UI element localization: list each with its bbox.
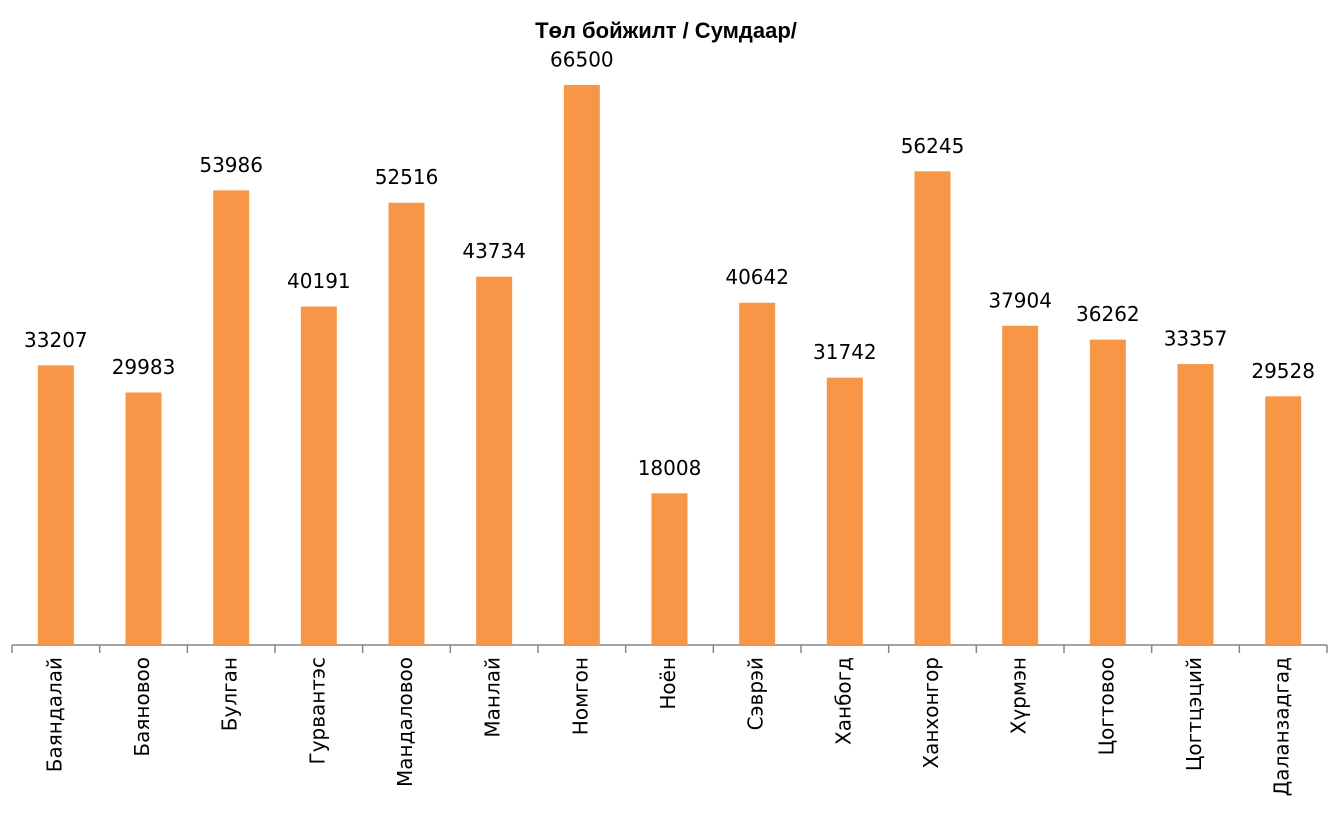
x-tick-label: Гурвантэс — [305, 657, 329, 764]
bar — [300, 306, 337, 645]
bar — [563, 84, 600, 646]
bar — [651, 493, 688, 645]
x-tick-label: Сэврэй — [744, 657, 768, 730]
bar — [1002, 325, 1039, 645]
data-label: 33207 — [24, 328, 88, 352]
data-label: 29983 — [112, 355, 176, 379]
data-label: 37904 — [988, 288, 1052, 312]
data-label: 40642 — [725, 265, 789, 289]
bar — [125, 392, 162, 645]
data-label: 36262 — [1076, 302, 1140, 326]
data-label: 29528 — [1251, 359, 1315, 383]
x-tick-label: Мандаловоо — [393, 657, 417, 787]
bar — [37, 365, 74, 645]
data-label: 31742 — [813, 340, 877, 364]
bar — [1265, 396, 1302, 645]
data-label: 18008 — [638, 456, 702, 480]
x-tick-label: Ноён — [656, 657, 680, 710]
bar — [476, 276, 513, 645]
bar — [388, 202, 425, 646]
data-label: 43734 — [462, 239, 526, 263]
data-label: 53986 — [199, 153, 263, 177]
data-label: 66500 — [550, 47, 614, 71]
x-tick-label: Цогтцэций — [1182, 657, 1206, 771]
bar — [1177, 364, 1214, 645]
bar — [1089, 339, 1126, 645]
x-tick-label: Ханхонгор — [919, 657, 943, 769]
x-tick-label: Номгон — [568, 657, 592, 735]
x-tick-label: Манлай — [481, 657, 505, 738]
chart-title: Төл бойжилт / Сумдаар/ — [535, 18, 797, 43]
x-tick-label: Баяновоо — [130, 657, 154, 757]
bar — [213, 190, 250, 645]
data-label: 33357 — [1164, 327, 1228, 351]
data-label: 52516 — [375, 165, 439, 189]
bar — [826, 377, 863, 645]
x-tick-label: Даланзадгад — [1270, 657, 1294, 796]
data-label: 56245 — [901, 134, 965, 158]
data-label: 40191 — [287, 269, 351, 293]
bar — [739, 302, 776, 645]
x-tick-label: Хүрмэн — [1007, 657, 1031, 734]
bar — [914, 171, 951, 646]
x-tick-label: Баяндалай — [42, 657, 66, 772]
x-tick-label: Ханбогд — [831, 657, 855, 745]
x-tick-label: Булган — [218, 657, 242, 731]
x-tick-label: Цогтовоо — [1094, 657, 1118, 755]
